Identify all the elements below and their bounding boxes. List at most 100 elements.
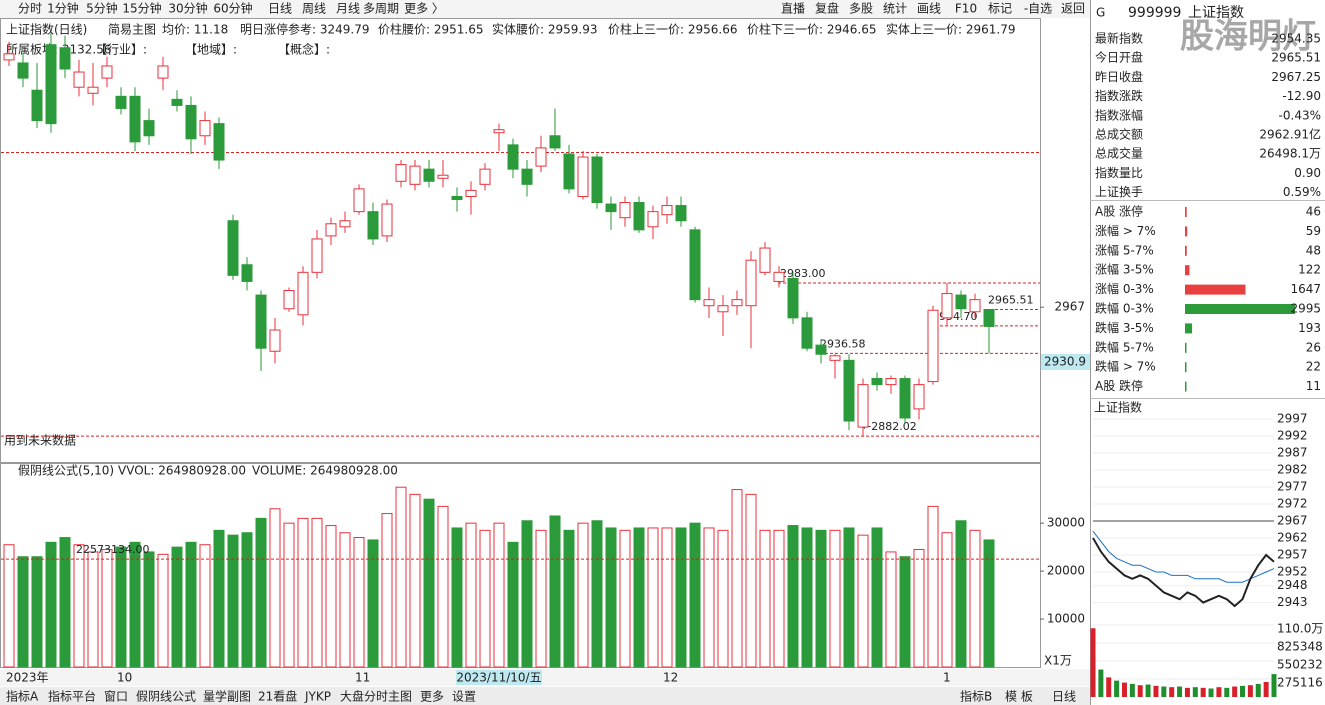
volume-avg-label: 22573134.00 — [76, 543, 149, 556]
period-tab[interactable]: 60分钟 — [213, 1, 252, 16]
candle-body — [591, 156, 603, 204]
bottom-tab[interactable]: 日线 — [1052, 690, 1076, 704]
volume-panel — [0, 463, 1041, 668]
stat-label: 指数涨跌 — [1095, 88, 1143, 103]
volume-bar — [3, 544, 15, 668]
volume-bar — [829, 529, 841, 668]
toolbar-button[interactable]: 返回 — [1061, 2, 1085, 16]
breadth-value: 2995 — [1290, 302, 1321, 316]
stat-value: 2954.35 — [1271, 32, 1321, 46]
bottom-tab[interactable]: 21看盘 — [258, 689, 297, 704]
bottom-tab[interactable]: JYKP — [304, 690, 331, 704]
candle-body — [465, 189, 477, 197]
bottom-tab[interactable]: 指标A — [6, 689, 39, 704]
intraday-volume-bar — [1200, 687, 1206, 697]
stat-value: 2962.91亿 — [1259, 127, 1321, 142]
intraday-volume-bar — [1145, 684, 1151, 697]
volume-bar — [899, 556, 911, 668]
toolbar-button[interactable]: 直播 — [781, 2, 805, 16]
avg-line — [1092, 530, 1275, 583]
period-tab[interactable]: 周线 — [302, 2, 326, 16]
volume-bar — [885, 551, 897, 668]
toolbar-button[interactable]: 画线 — [917, 2, 941, 16]
bottom-tab[interactable]: 量学副图 — [203, 689, 251, 704]
period-tab[interactable]: 更多 〉 — [404, 2, 444, 16]
candle-body — [563, 153, 575, 190]
period-tab[interactable]: 月线 — [336, 2, 360, 16]
volume-bar — [241, 532, 253, 668]
quote-flag: G — [1096, 6, 1105, 20]
toolbar-button[interactable]: 复盘 — [815, 1, 839, 16]
info-item: 均价: 11.18 — [162, 23, 228, 37]
toolbar-button[interactable]: 标记 — [988, 2, 1012, 16]
candle-body — [241, 264, 253, 282]
candle-body — [423, 168, 435, 182]
intraday-volume-bar — [1177, 686, 1183, 697]
x-tick-label: 11 — [355, 671, 370, 685]
volume-bar — [759, 529, 771, 668]
volume-bar — [871, 527, 883, 668]
candle-body — [395, 164, 407, 182]
y-tick-label: 110.0万 — [1277, 622, 1323, 636]
y-tick-label: 2967 — [1277, 514, 1308, 528]
y-tick-label: 30000 — [1047, 516, 1085, 530]
volume-bar — [185, 541, 197, 668]
toolbar-button[interactable]: F10 — [955, 2, 977, 16]
volume-bar — [381, 513, 393, 668]
cursor-label: 2930.9 — [1044, 355, 1086, 369]
period-tab[interactable]: 30分钟 — [168, 1, 207, 16]
bottom-tab[interactable]: 模 板 — [1005, 690, 1033, 704]
toolbar — [0, 0, 1090, 18]
bottom-tab[interactable]: 指标平台 — [48, 689, 96, 704]
cursor-box — [1041, 354, 1090, 371]
toolbar-button[interactable]: 多股 — [849, 2, 873, 16]
candle-body — [17, 62, 29, 79]
period-tab[interactable]: 15分钟 — [122, 1, 161, 16]
bottom-tab[interactable]: 大盘分时主图 — [340, 689, 412, 704]
volume-bar — [45, 541, 57, 668]
period-tab[interactable]: 多周期 — [363, 2, 399, 16]
toolbar-button[interactable]: -自选 — [1024, 2, 1052, 16]
date-cursor — [456, 670, 542, 685]
candle-body — [437, 174, 449, 179]
intraday-volume-bar — [1106, 677, 1112, 697]
period-tab[interactable]: 1分钟 — [47, 1, 79, 16]
candle-body — [367, 211, 379, 240]
period-tab[interactable]: 日线 — [268, 2, 292, 16]
candle-body — [339, 220, 351, 228]
candle-body — [843, 359, 855, 422]
candle-body — [633, 202, 645, 231]
volume-bar — [409, 493, 421, 668]
candle-body — [31, 89, 43, 122]
volume-bar — [577, 522, 589, 668]
volume-bar — [213, 529, 225, 668]
volume-bar — [745, 493, 757, 668]
candle-body — [675, 205, 687, 222]
breadth-value: 48 — [1306, 243, 1321, 257]
bottom-tab[interactable]: 设置 — [452, 690, 476, 704]
bottom-tab[interactable]: 指标B — [960, 689, 992, 704]
period-tab[interactable]: 5分钟 — [86, 1, 118, 16]
breadth-value: 11 — [1306, 379, 1321, 393]
intraday-volume-bar — [1216, 687, 1222, 697]
candle-body — [801, 317, 813, 349]
candle-body — [787, 277, 799, 319]
volume-bar — [563, 529, 575, 668]
volume-bar — [955, 520, 967, 668]
toolbar-button[interactable]: 统计 — [883, 2, 907, 16]
volume-bar — [857, 534, 869, 668]
volume-bar — [17, 556, 29, 668]
breadth-bar — [1185, 323, 1193, 334]
stat-label: 最新指数 — [1095, 31, 1143, 46]
volume-bar — [311, 517, 323, 668]
breadth-bar — [1185, 342, 1187, 353]
bottom-tab[interactable]: 窗口 — [104, 690, 128, 704]
bottom-tab[interactable]: 更多 — [420, 690, 444, 704]
intraday-volume-bar — [1224, 687, 1230, 697]
x-tick-label: 2023年 — [6, 671, 49, 685]
note: 用到未来数据 — [4, 433, 76, 448]
bottom-tab[interactable]: 假阴线公式 — [136, 690, 196, 704]
period-tab[interactable]: 分时 — [18, 2, 42, 16]
volume-bar — [283, 522, 295, 668]
candle-body — [549, 135, 561, 149]
